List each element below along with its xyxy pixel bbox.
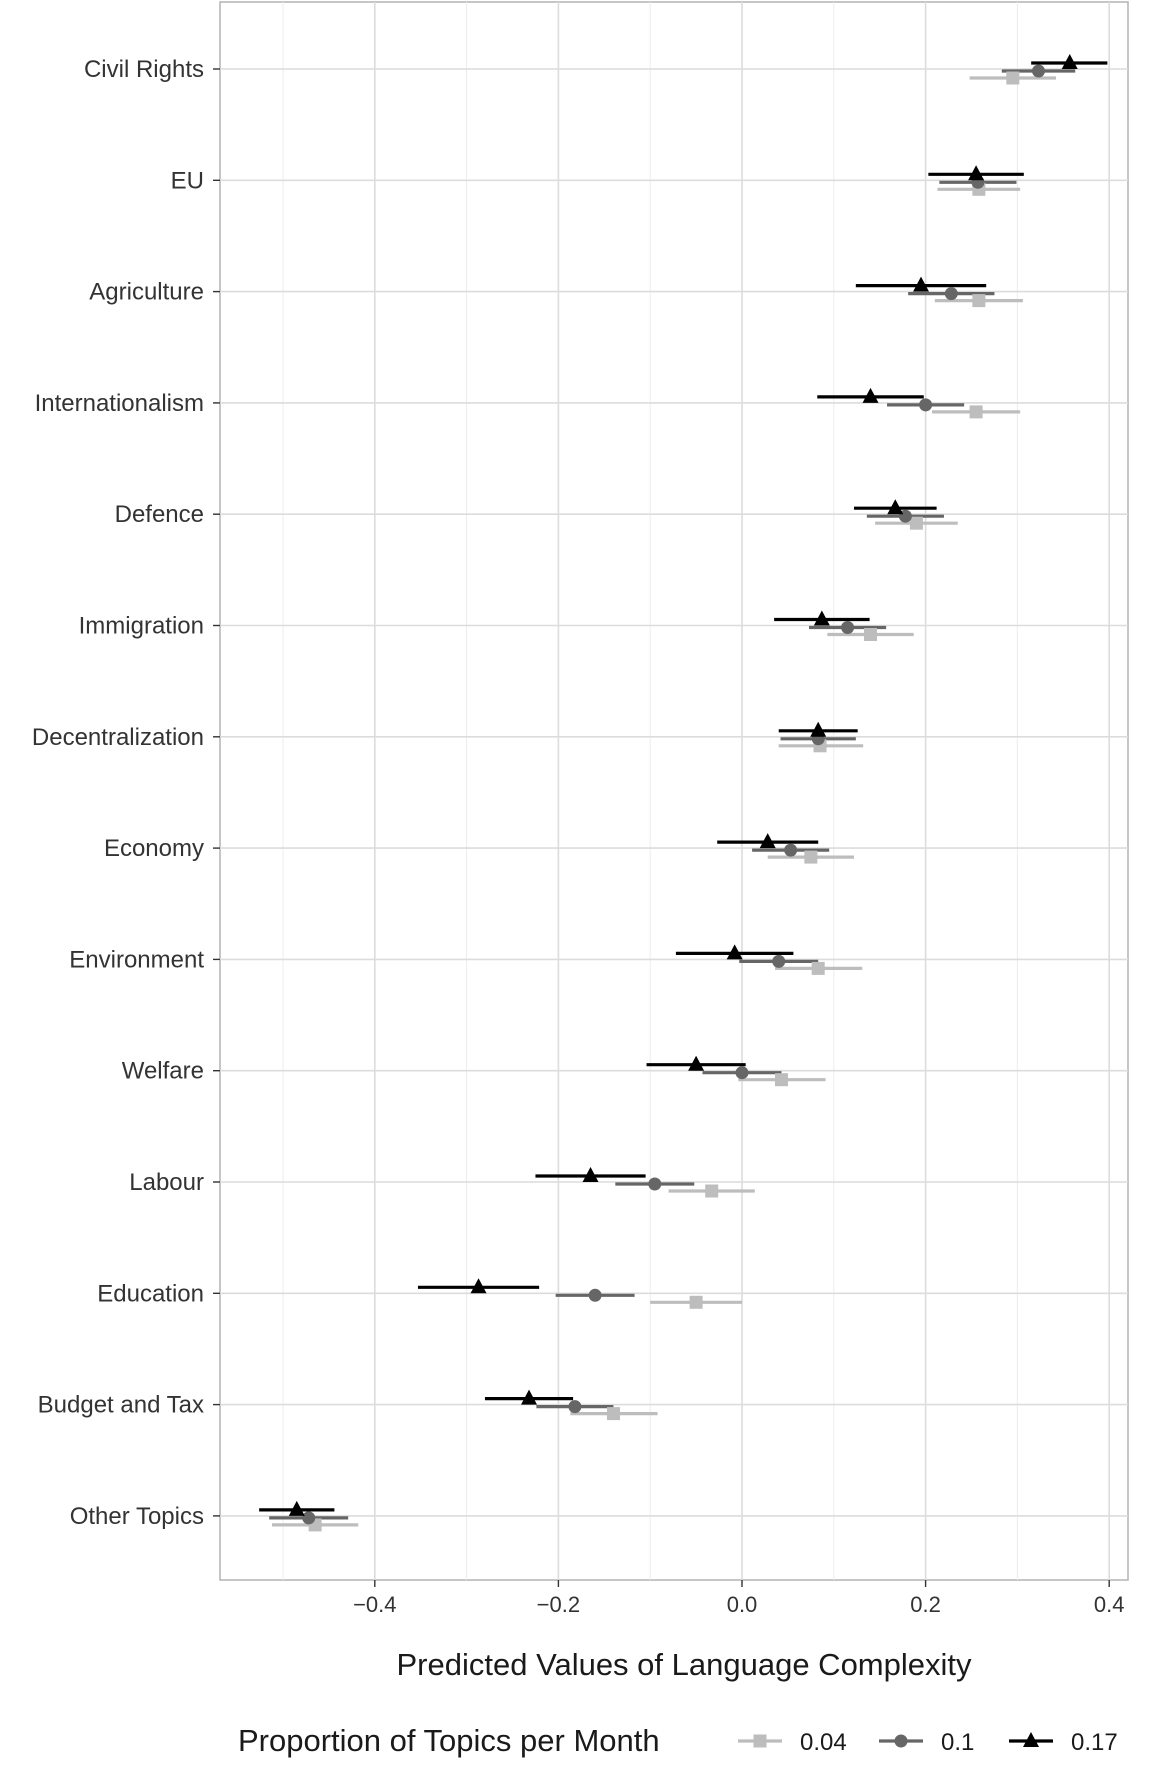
x-tick-label: 0.4 (1094, 1592, 1125, 1617)
legend-key-square (753, 1734, 767, 1748)
category-label: Labour (129, 1169, 204, 1196)
category-label: Civil Rights (84, 56, 204, 83)
category-label: Budget and Tax (38, 1392, 204, 1419)
legend-label: 0.04 (800, 1729, 847, 1756)
major-gridlines (220, 2, 1128, 1580)
legend-items: 0.04 0.1 0.17 (738, 1729, 1118, 1756)
point-triangle (1061, 54, 1078, 69)
category-label: Education (97, 1280, 204, 1307)
point-triangle (813, 610, 830, 626)
x-axis-title: Predicted Values of Language Complexity (397, 1647, 972, 1682)
point-triangle (726, 944, 743, 960)
point-circle (1032, 64, 1046, 78)
category-label: Environment (69, 946, 204, 973)
point-triangle (470, 1278, 487, 1294)
point-circle (648, 1177, 662, 1191)
y-axis-ticks (213, 68, 220, 1517)
point-square (972, 294, 986, 308)
data-marks (259, 54, 1108, 1532)
x-axis-ticks (374, 1580, 1110, 1587)
legend-label: 0.17 (1071, 1729, 1118, 1756)
point-circle (568, 1400, 582, 1414)
point-triangle (913, 276, 930, 292)
plot-panel (219, 1, 1129, 1581)
x-tick-label: −0.4 (353, 1592, 396, 1617)
point-triangle (582, 1167, 599, 1182)
point-square (969, 405, 983, 419)
category-label: Other Topics (70, 1503, 204, 1530)
point-circle (841, 621, 855, 634)
point-triangle (759, 833, 776, 849)
point-square (811, 961, 825, 975)
legend: Proportion of Topics per Month 0.04 0.1 0.… (238, 1723, 1118, 1758)
category-label: EU (171, 167, 204, 194)
point-square (705, 1184, 719, 1198)
category-label: Welfare (122, 1058, 204, 1085)
point-square (606, 1407, 620, 1421)
point-circle (784, 843, 798, 857)
point-circle (735, 1066, 749, 1080)
x-tick-label: 0.0 (727, 1592, 758, 1617)
point-square (804, 850, 818, 864)
category-label: Decentralization (32, 724, 204, 751)
point-square (864, 628, 878, 641)
point-triangle (862, 387, 879, 403)
x-axis-labels: −0.4 −0.2 0.0 0.2 0.4 (353, 1592, 1124, 1617)
point-circle (302, 1511, 316, 1525)
point-circle (588, 1288, 602, 1302)
legend-key-circle (894, 1734, 908, 1748)
point-triangle (810, 721, 827, 737)
point-triangle (288, 1500, 305, 1516)
point-circle (944, 287, 958, 301)
point-triangle (968, 165, 985, 181)
category-label: Economy (104, 835, 204, 862)
point-circle (919, 398, 933, 412)
category-label: Immigration (79, 613, 204, 640)
x-tick-label: 0.2 (910, 1592, 941, 1617)
category-label: Internationalism (35, 390, 204, 417)
x-tick-label: −0.2 (537, 1592, 580, 1617)
category-label: Defence (115, 501, 204, 528)
y-axis-labels: Civil Rights EU Agriculture Internationalis… (32, 56, 204, 1530)
point-triangle (887, 499, 904, 515)
point-circle (772, 954, 786, 968)
point-square (909, 516, 923, 530)
point-square (774, 1073, 788, 1087)
minor-gridlines (282, 2, 1018, 1580)
legend-key-triangle (1023, 1732, 1039, 1747)
category-label: Agriculture (89, 279, 204, 306)
point-triangle (688, 1055, 705, 1071)
point-square (689, 1295, 703, 1309)
legend-title: Proportion of Topics per Month (238, 1723, 660, 1758)
point-triangle (521, 1389, 538, 1405)
legend-label: 0.1 (941, 1729, 974, 1756)
point-square (1006, 71, 1020, 85)
